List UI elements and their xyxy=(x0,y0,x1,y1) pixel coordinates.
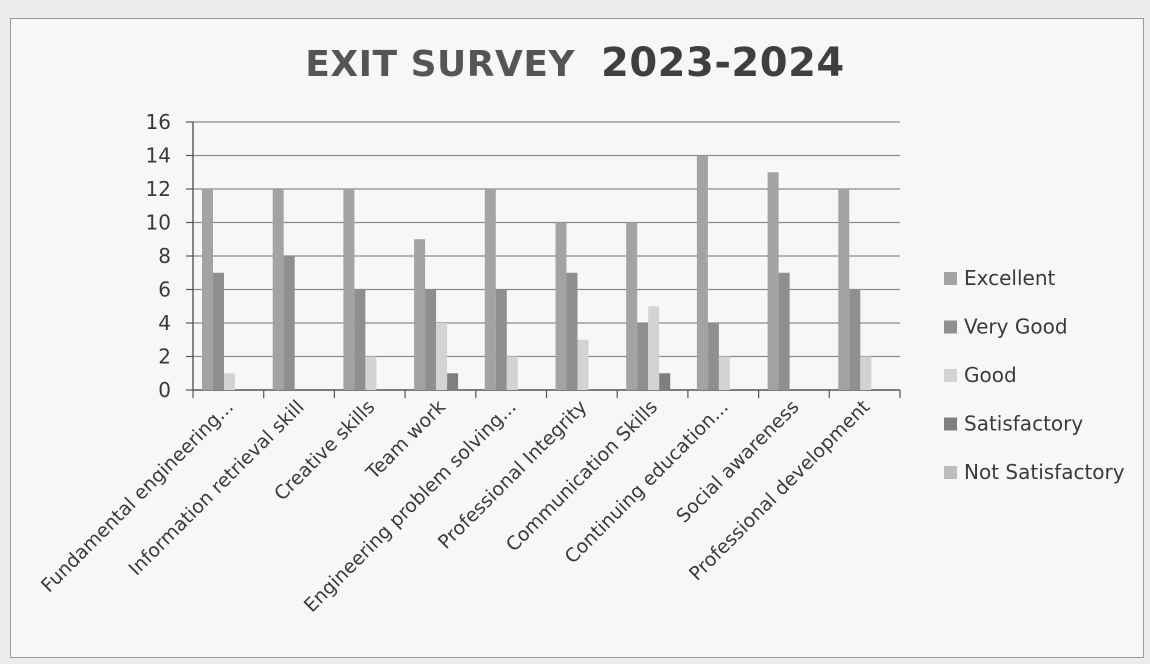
bar-excellent xyxy=(202,189,213,390)
bar-very-good xyxy=(213,272,224,390)
bar-excellent xyxy=(555,222,567,390)
bar-excellent xyxy=(414,239,426,390)
bar-excellent xyxy=(626,222,638,390)
bar-good xyxy=(506,356,518,390)
y-tick-label: 2 xyxy=(158,345,171,369)
y-tick-label: 10 xyxy=(146,211,171,235)
bar-satisfactory xyxy=(659,373,671,390)
bar-good xyxy=(436,323,448,390)
bar-good xyxy=(365,356,377,390)
legend-swatch xyxy=(944,272,957,285)
bar-good xyxy=(648,306,660,390)
bar-very-good xyxy=(425,289,437,390)
legend-swatch xyxy=(944,369,957,382)
bar-good xyxy=(860,356,872,390)
bar-excellent xyxy=(696,155,708,390)
legend-label: Very Good xyxy=(964,315,1068,339)
y-tick-label: 12 xyxy=(146,177,171,201)
bar-very-good xyxy=(637,323,649,390)
legend-label: Excellent xyxy=(964,266,1056,290)
bar-very-good xyxy=(495,289,507,390)
y-tick-label: 4 xyxy=(158,311,171,335)
legend-label: Not Satisfactory xyxy=(964,460,1125,484)
legend-label: Satisfactory xyxy=(964,412,1083,436)
bar-very-good xyxy=(566,272,578,390)
bar-good xyxy=(224,373,235,390)
bar-good xyxy=(577,339,589,390)
chart-title-main: EXIT SURVEY xyxy=(305,44,575,85)
bar-very-good xyxy=(707,323,719,390)
y-tick-label: 14 xyxy=(146,144,171,168)
bar-excellent xyxy=(484,189,496,390)
x-category-label: Social awareness xyxy=(672,396,803,527)
bar-very-good xyxy=(778,272,790,390)
bar-very-good xyxy=(283,256,295,390)
bar-good xyxy=(718,356,730,390)
bar-satisfactory xyxy=(447,373,459,390)
bar-excellent xyxy=(272,189,284,390)
bar-very-good xyxy=(849,289,861,390)
legend-swatch xyxy=(944,417,957,431)
bar-excellent xyxy=(767,172,779,390)
legend-swatch xyxy=(944,320,957,334)
chart-title: EXIT SURVEY 2023-2024 xyxy=(0,40,1150,86)
bar-very-good xyxy=(354,289,366,390)
y-tick-label: 6 xyxy=(158,278,171,302)
y-tick-label: 8 xyxy=(158,244,171,268)
bar-excellent xyxy=(838,189,850,390)
legend-swatch xyxy=(944,466,957,479)
y-tick-label: 0 xyxy=(158,378,171,402)
chart-title-year: 2023-2024 xyxy=(600,40,845,86)
bar-excellent xyxy=(343,189,355,390)
legend-label: Good xyxy=(964,363,1017,387)
y-tick-label: 16 xyxy=(146,110,171,134)
